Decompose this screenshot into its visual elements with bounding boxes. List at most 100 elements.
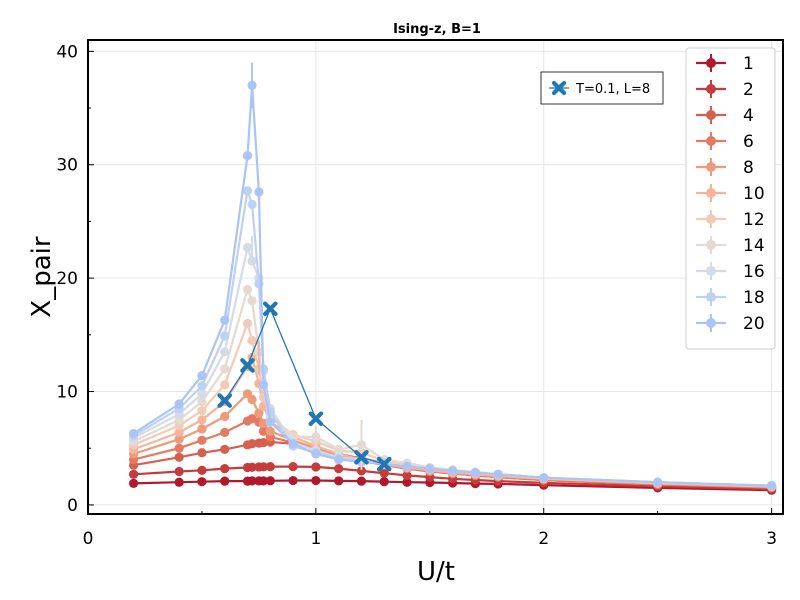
reference-data-point	[262, 301, 278, 317]
data-point-1	[197, 477, 207, 487]
x-marker-stroke	[262, 301, 278, 317]
legend-label: 2	[743, 80, 754, 100]
data-point-8	[258, 418, 269, 428]
data-point-1	[258, 476, 269, 486]
legend-swatch-marker	[706, 162, 716, 172]
legend-swatch-marker	[706, 110, 716, 120]
data-point-8	[265, 426, 275, 436]
x-marker-stroke	[551, 80, 567, 96]
x-marker-stroke	[376, 456, 392, 472]
data-point-18	[242, 186, 253, 196]
data-point-2	[258, 462, 269, 472]
legend-item-20: 20	[696, 314, 765, 334]
legend-swatch-marker	[706, 292, 716, 302]
reference-data-point	[308, 411, 324, 427]
data-point-12	[247, 335, 257, 346]
reference-data-point	[354, 450, 369, 465]
data-point-18	[220, 331, 230, 341]
data-point-2	[128, 469, 139, 479]
chart-title: Ising-z, B=1	[393, 22, 481, 37]
legend-swatch-marker	[706, 318, 716, 328]
data-point-14	[247, 296, 257, 306]
data-point-2	[334, 464, 344, 474]
x-tick-label: 3	[766, 529, 777, 549]
data-point-6	[247, 414, 257, 424]
data-point-4	[197, 448, 207, 458]
data-point-1	[311, 475, 321, 486]
data-point-1	[220, 476, 230, 486]
data-point-1	[174, 477, 184, 487]
legend-swatch-marker	[706, 188, 716, 198]
series-line-20	[133, 85, 772, 487]
data-point-1	[334, 476, 344, 486]
data-point-8	[247, 394, 257, 405]
reference-series-layer	[217, 301, 392, 472]
legend-item-8: 8	[696, 158, 754, 178]
legend-item-2: 2	[696, 80, 754, 100]
data-point-2	[288, 462, 298, 472]
legend-label: 12	[743, 210, 765, 230]
data-point-1	[402, 477, 412, 487]
data-point-10	[174, 427, 184, 437]
data-point-6	[197, 435, 207, 445]
reference-data-point	[376, 456, 392, 472]
data-point-16	[197, 389, 207, 399]
data-point-4	[258, 437, 269, 448]
data-point-20	[197, 371, 207, 381]
data-point-14	[334, 444, 344, 454]
data-point-1	[247, 476, 257, 486]
data-point-2	[356, 466, 367, 476]
data-point-12	[242, 318, 253, 329]
data-point-8	[220, 411, 230, 422]
data-point-20	[258, 380, 269, 390]
data-point-14	[197, 397, 207, 407]
reference-legend: T=0.1, L=8	[540, 71, 664, 105]
data-point-1	[265, 476, 275, 486]
legend-label: 14	[743, 236, 765, 256]
data-point-18	[197, 381, 207, 391]
legend-label: 6	[743, 132, 754, 152]
reference-legend-marker	[551, 80, 567, 96]
y-tick-label: 0	[67, 496, 78, 516]
data-point-20	[128, 428, 139, 439]
data-point-10	[197, 415, 207, 425]
data-point-20	[254, 187, 264, 197]
x-tick-label: 2	[538, 529, 549, 549]
legend-label: 8	[743, 158, 754, 178]
x-marker-stroke	[240, 358, 255, 373]
y-tick-label: 10	[56, 383, 78, 403]
data-point-20	[470, 468, 480, 478]
data-point-8	[174, 434, 184, 444]
y-tick-label: 30	[56, 156, 78, 176]
data-point-16	[242, 242, 253, 253]
data-point-4	[220, 444, 230, 454]
plot-frame	[87, 39, 784, 515]
x-axis-title: U/t	[417, 557, 455, 587]
data-point-20	[425, 464, 435, 474]
data-point-20	[402, 461, 412, 471]
data-point-2	[247, 462, 257, 472]
y-tick-label: 20	[56, 269, 78, 289]
data-point-12	[220, 380, 230, 390]
data-point-2	[174, 466, 184, 477]
data-point-20	[539, 473, 549, 483]
x-tick-label: 1	[310, 529, 321, 549]
legend-swatch-marker	[706, 266, 716, 276]
data-point-20	[334, 454, 344, 465]
legend-swatch-marker	[706, 58, 716, 68]
x-tick-label: 0	[83, 529, 94, 549]
legend-item-16: 16	[696, 262, 765, 282]
legend-item-1: 1	[696, 54, 754, 74]
data-point-2	[220, 464, 230, 474]
data-point-14	[242, 284, 253, 295]
data-point-18	[247, 199, 257, 210]
legend-label: 1	[743, 54, 754, 74]
y-axis-title: X_pair	[27, 236, 57, 317]
data-point-16	[220, 347, 230, 357]
data-point-1	[356, 476, 367, 486]
legend-swatch-marker	[706, 214, 716, 224]
legend-item-18: 18	[696, 288, 765, 308]
